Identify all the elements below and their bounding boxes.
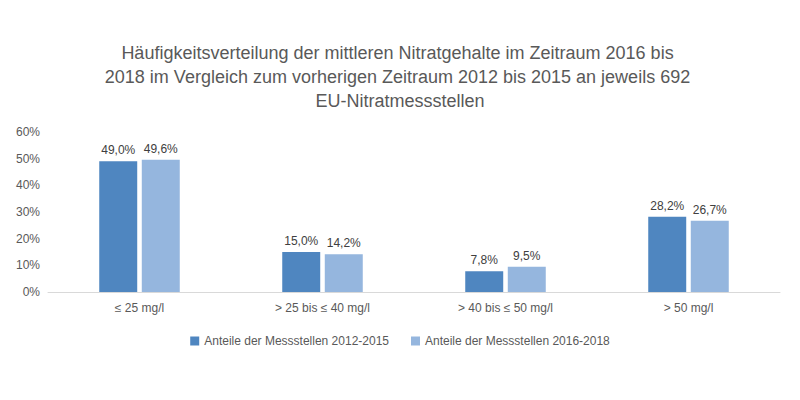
svg-text:50%: 50% — [16, 152, 40, 166]
svg-text:7,8%: 7,8% — [471, 253, 499, 267]
svg-text:> 25 bis ≤ 40 mg/l: > 25 bis ≤ 40 mg/l — [275, 301, 370, 315]
svg-text:60%: 60% — [16, 125, 40, 139]
svg-text:Anteile der Messstellen 2016-2: Anteile der Messstellen 2016-2018 — [425, 334, 610, 348]
svg-text:2018 im Vergleich zum vorherig: 2018 im Vergleich zum vorherigen Zeitrau… — [105, 67, 695, 87]
svg-text:10%: 10% — [16, 258, 40, 272]
svg-text:20%: 20% — [16, 232, 40, 246]
svg-text:Häufigkeitsverteilung der mitt: Häufigkeitsverteilung der mittleren Nitr… — [121, 43, 678, 63]
svg-text:14,2%: 14,2% — [327, 236, 361, 250]
svg-text:≤ 25 mg/l: ≤ 25 mg/l — [115, 301, 164, 315]
svg-text:9,5%: 9,5% — [513, 249, 541, 263]
svg-text:26,7%: 26,7% — [693, 203, 727, 217]
svg-text:15,0%: 15,0% — [284, 234, 318, 248]
svg-text:0%: 0% — [23, 285, 41, 299]
svg-text:EU-Nitratmessstellen: EU-Nitratmessstellen — [315, 91, 484, 111]
svg-text:49,6%: 49,6% — [144, 142, 178, 156]
svg-text:Anteile der Messstellen 2012-2: Anteile der Messstellen 2012-2015 — [204, 334, 389, 348]
svg-text:> 40 bis ≤ 50 mg/l: > 40 bis ≤ 50 mg/l — [458, 301, 553, 315]
svg-text:> 50 mg/l: > 50 mg/l — [664, 301, 714, 315]
svg-text:40%: 40% — [16, 178, 40, 192]
svg-text:49,0%: 49,0% — [101, 143, 135, 157]
svg-text:30%: 30% — [16, 205, 40, 219]
svg-text:28,2%: 28,2% — [650, 199, 684, 213]
